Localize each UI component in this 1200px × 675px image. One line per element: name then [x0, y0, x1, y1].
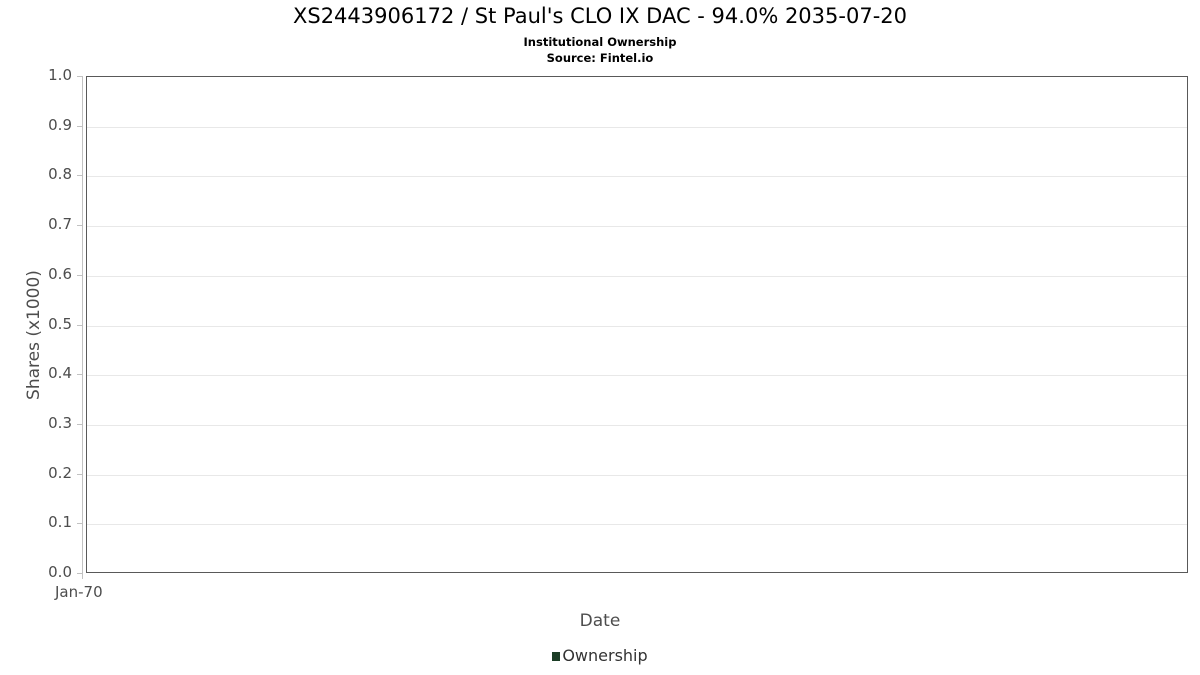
series-svg [87, 77, 1187, 572]
y-tick-label: 0.7 [48, 215, 72, 234]
legend-swatch-icon [552, 651, 561, 661]
y-tick-mark [77, 523, 82, 525]
plot-area [86, 76, 1188, 573]
y-tick-label: 0.2 [48, 463, 72, 482]
x-axis-title: Date [579, 611, 621, 631]
chart-legend: Ownership [0, 648, 1200, 664]
y-tick-mark [77, 573, 82, 574]
y-tick-mark [77, 125, 82, 127]
x-tick-label: Jan-70 [55, 583, 103, 601]
legend-label: Ownership [562, 646, 648, 665]
y-tick-label: 1.0 [48, 66, 72, 84]
y-axis-spine [82, 76, 83, 579]
y-tick-label: 0.9 [48, 115, 72, 134]
y-tick-mark [77, 274, 82, 276]
y-tick-mark [77, 76, 82, 77]
y-tick-label: 0.4 [48, 364, 72, 383]
y-tick-mark [77, 423, 82, 425]
page-title: XS2443906172 / St Paul's CLO IX DAC - 94… [292, 4, 907, 28]
y-tick-mark [77, 175, 82, 177]
chart-source-label: Source: Fintel.io [546, 51, 654, 65]
legend-item-ownership[interactable]: Ownership [552, 646, 648, 665]
y-tick-label: 0.6 [48, 264, 72, 283]
y-tick-mark [77, 374, 82, 376]
y-tick-mark [77, 225, 82, 227]
chart-subtitle: Institutional Ownership [523, 35, 677, 49]
y-axis-title: Shares (x1000) [24, 270, 44, 400]
y-tick-mark [77, 473, 82, 475]
y-tick-label: 0.0 [48, 563, 72, 581]
y-tick-label: 0.3 [48, 413, 72, 432]
y-tick-label: 0.5 [48, 314, 72, 333]
y-tick-label: 0.1 [48, 513, 72, 532]
y-tick-mark [77, 324, 82, 326]
plot-series-layer [87, 77, 1187, 572]
y-tick-label: 0.8 [48, 165, 72, 184]
